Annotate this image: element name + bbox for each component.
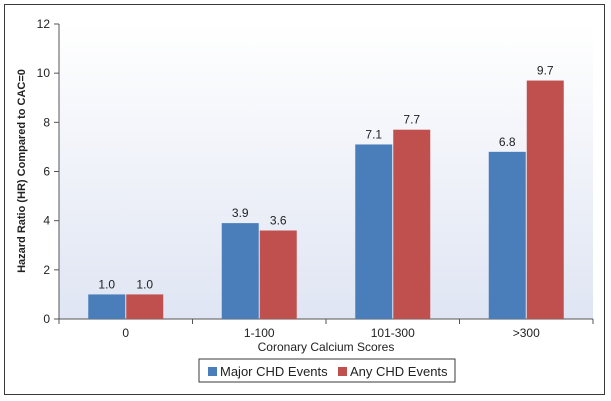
- y-tick-label: 8: [43, 115, 50, 129]
- x-tick-label: 1-100: [244, 326, 275, 340]
- bar-major-2: [355, 144, 393, 319]
- legend: Major CHD Events Any CHD Events: [198, 358, 456, 383]
- y-tick-label: 4: [43, 214, 50, 228]
- data-label: 7.1: [365, 127, 382, 141]
- data-label: 3.6: [270, 214, 287, 228]
- y-tick-label: 2: [43, 263, 50, 277]
- bar-any-2: [393, 129, 431, 319]
- data-label: 6.8: [499, 135, 516, 149]
- bar-major-3: [488, 151, 526, 319]
- y-axis: 0 2 4 6 8 10 12: [37, 17, 60, 326]
- bar-any-3: [526, 80, 564, 320]
- data-label: 1.0: [136, 277, 153, 291]
- x-tick-label: >300: [513, 326, 540, 340]
- bar-any-1: [259, 230, 297, 319]
- legend-label-major: Major CHD Events: [220, 364, 328, 379]
- y-tick-label: 0: [43, 312, 50, 326]
- data-label: 7.7: [403, 113, 420, 127]
- bar-any-0: [126, 294, 164, 319]
- x-axis: 0 1-100 101-300 >300: [58, 318, 594, 340]
- y-axis-title: Hazard Ratio (HR) Compared to CAC=0: [16, 69, 28, 273]
- y-tick-label: 12: [37, 17, 51, 31]
- bar-major-0: [88, 294, 126, 319]
- x-tick-label: 0: [122, 326, 129, 340]
- bar-major-1: [221, 223, 259, 319]
- data-label: 9.7: [537, 64, 554, 78]
- data-labels: 1.0 3.9 7.1 6.8 1.0 3.6 7.7 9.7: [98, 64, 554, 292]
- legend-box: [198, 358, 456, 383]
- legend-swatch-any: [338, 367, 347, 376]
- x-axis-title: Coronary Calcium Scores: [258, 340, 395, 354]
- data-label: 3.9: [232, 206, 249, 220]
- bars: [88, 80, 564, 320]
- legend-swatch-major: [208, 367, 217, 376]
- x-tick-label: 101-300: [371, 326, 415, 340]
- legend-label-any: Any CHD Events: [350, 364, 448, 379]
- data-label: 1.0: [98, 277, 115, 291]
- y-tick-label: 10: [37, 66, 51, 80]
- y-tick-label: 6: [43, 165, 50, 179]
